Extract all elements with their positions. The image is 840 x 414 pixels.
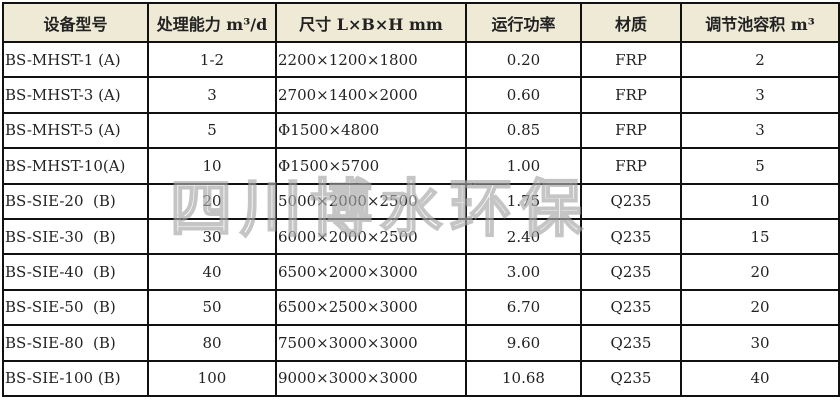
- table-cell: Q235: [580, 217, 682, 256]
- table-cell: 0.20: [465, 40, 582, 79]
- table-cell: 30: [147, 217, 277, 256]
- table-cell: Q235: [580, 253, 682, 291]
- column-header: 材质: [580, 2, 682, 43]
- table-row: BS-SIE-40 (B) 40 6500×2000×3000 3.00 Q235 20: [2, 253, 840, 291]
- table-cell: 6.70: [465, 288, 582, 327]
- table-row: BS-SIE-30 (B) 30 6000×2000×2500 2.40 Q235 15: [2, 217, 840, 256]
- table-cell: 6000×2000×2500: [275, 217, 467, 256]
- table-cell: FRP: [580, 147, 682, 185]
- column-header: 运行功率: [465, 2, 582, 43]
- table-cell: 1-2: [147, 40, 277, 79]
- table-cell: 5: [147, 111, 277, 150]
- table-cell: 15: [680, 217, 840, 256]
- table-cell: Φ1500×5700: [275, 147, 467, 185]
- table-cell: 10.68: [465, 359, 582, 397]
- table-row: BS-SIE-50 (B) 50 6500×2500×3000 6.70 Q235 20: [2, 288, 840, 327]
- table-cell: 20: [680, 253, 840, 291]
- table-cell: 10: [147, 147, 277, 185]
- table-row: BS-SIE-100 (B) 100 9000×3000×3000 10.68 Q235…: [2, 359, 840, 397]
- table-cell: 80: [147, 324, 277, 362]
- table-cell: 3.00: [465, 253, 582, 291]
- table-cell: Q235: [580, 182, 682, 220]
- column-header: 尺寸 L×B×H mm: [275, 2, 467, 43]
- table-cell: FRP: [580, 111, 682, 150]
- table-cell: 20: [680, 288, 840, 327]
- table-cell: 7500×3000×3000: [275, 324, 467, 362]
- table-cell: 6500×2000×3000: [275, 253, 467, 291]
- table-cell: 10: [680, 182, 840, 220]
- table-cell: 3: [680, 76, 840, 114]
- table-cell: 40: [147, 253, 277, 291]
- table-row: BS-SIE-20 (B) 20 5000×2000×2500 1.75 Q235 10: [2, 182, 840, 220]
- table-cell: 2.40: [465, 217, 582, 256]
- table-cell: BS-SIE-20 (B): [2, 182, 149, 220]
- table-cell: 0.85: [465, 111, 582, 150]
- table-cell: 9.60: [465, 324, 582, 362]
- table-cell: FRP: [580, 40, 682, 79]
- table-row: BS-MHST-3 (A) 3 2700×1400×2000 0.60 FRP 3: [2, 76, 840, 114]
- table-cell: BS-SIE-100 (B): [2, 359, 149, 397]
- table-cell: BS-SIE-30 (B): [2, 217, 149, 256]
- header-row: 设备型号 处理能力 m³/d 尺寸 L×B×H mm 运行功率 材质 调节池容积 m³: [2, 2, 840, 43]
- table-cell: BS-MHST-10(A): [2, 147, 149, 185]
- table-cell: 2200×1200×1800: [275, 40, 467, 79]
- table-cell: 2: [680, 40, 840, 79]
- table-cell: 100: [147, 359, 277, 397]
- table-cell: 50: [147, 288, 277, 327]
- table-cell: FRP: [580, 76, 682, 114]
- table-cell: 1.75: [465, 182, 582, 220]
- column-header: 设备型号: [2, 2, 149, 43]
- table-row: BS-MHST-5 (A) 5 Φ1500×4800 0.85 FRP 3: [2, 111, 840, 150]
- table-cell: BS-MHST-1 (A): [2, 40, 149, 79]
- table-cell: 9000×3000×3000: [275, 359, 467, 397]
- table-cell: BS-SIE-50 (B): [2, 288, 149, 327]
- table-cell: 5: [680, 147, 840, 185]
- table-cell: 5000×2000×2500: [275, 182, 467, 220]
- column-header: 处理能力 m³/d: [147, 2, 277, 43]
- table-cell: Φ1500×4800: [275, 111, 467, 150]
- table-cell: BS-SIE-80 (B): [2, 324, 149, 362]
- column-header: 调节池容积 m³: [680, 2, 840, 43]
- table-cell: Q235: [580, 324, 682, 362]
- table-cell: 6500×2500×3000: [275, 288, 467, 327]
- table-cell: 40: [680, 359, 840, 397]
- table-row: BS-MHST-10(A) 10 Φ1500×5700 1.00 FRP 5: [2, 147, 840, 185]
- table-cell: 3: [147, 76, 277, 114]
- table-cell: 30: [680, 324, 840, 362]
- table-cell: BS-MHST-3 (A): [2, 76, 149, 114]
- table-cell: 0.60: [465, 76, 582, 114]
- table-row: BS-SIE-80 (B) 80 7500×3000×3000 9.60 Q235 30: [2, 324, 840, 362]
- table-cell: 2700×1400×2000: [275, 76, 467, 114]
- table-cell: 1.00: [465, 147, 582, 185]
- table-cell: Q235: [580, 288, 682, 327]
- table-cell: 20: [147, 182, 277, 220]
- table-row: BS-MHST-1 (A) 1-2 2200×1200×1800 0.20 FRP 2: [2, 40, 840, 79]
- table-cell: 3: [680, 111, 840, 150]
- table-cell: BS-MHST-5 (A): [2, 111, 149, 150]
- table-cell: BS-SIE-40 (B): [2, 253, 149, 291]
- spec-table: 设备型号 处理能力 m³/d 尺寸 L×B×H mm 运行功率 材质 调节池容积 m³ B…: [2, 2, 840, 397]
- table-cell: Q235: [580, 359, 682, 397]
